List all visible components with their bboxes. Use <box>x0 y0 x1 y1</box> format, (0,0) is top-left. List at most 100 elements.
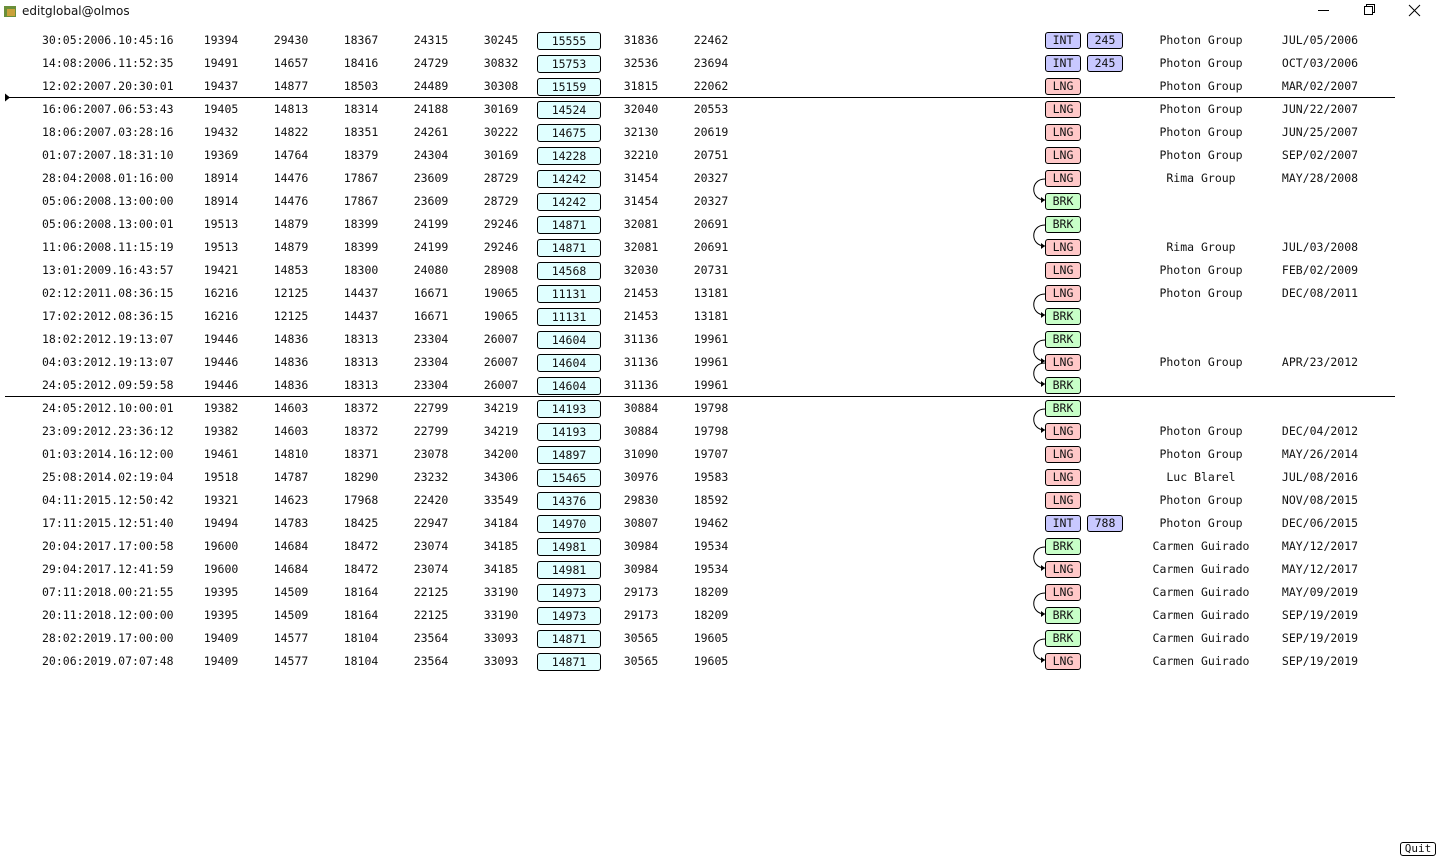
value-cell: 32030 <box>623 263 659 277</box>
value-cell: 19513 <box>203 217 239 231</box>
timestamp: 04:03:2012.19:13:07 <box>42 355 174 369</box>
value-cell: 19534 <box>693 562 729 576</box>
value-cell: 23609 <box>413 171 449 185</box>
value-cell: 30222 <box>483 125 519 139</box>
date: NOV/08/2015 <box>1281 493 1359 507</box>
value-cell: 19534 <box>693 539 729 553</box>
highlight-value: 14228 <box>537 147 601 165</box>
value-cell: 18300 <box>343 263 379 277</box>
value-cell: 14684 <box>273 539 309 553</box>
quit-button[interactable]: Quit <box>1400 842 1436 856</box>
close-button[interactable] <box>1408 4 1421 17</box>
group: Carmen Guirado <box>1152 654 1250 668</box>
value-cell: 21453 <box>623 286 659 300</box>
tag-number: 245 <box>1087 55 1123 72</box>
value-cell: 14684 <box>273 562 309 576</box>
group: Photon Group <box>1159 33 1243 47</box>
restore-button[interactable] <box>1364 4 1375 15</box>
value-cell: 18592 <box>693 493 729 507</box>
tag-connector <box>1033 408 1046 431</box>
value-cell: 19494 <box>203 516 239 530</box>
value-cell: 12125 <box>273 286 309 300</box>
value-cell: 30984 <box>623 562 659 576</box>
value-cell: 34200 <box>483 447 519 461</box>
value-cell: 18379 <box>343 148 379 162</box>
value-cell: 26007 <box>483 332 519 346</box>
timestamp: 28:04:2008.01:16:00 <box>42 171 174 185</box>
value-cell: 24261 <box>413 125 449 139</box>
value-cell: 18503 <box>343 79 379 93</box>
value-cell: 16671 <box>413 286 449 300</box>
value-cell: 22799 <box>413 424 449 438</box>
value-cell: 33190 <box>483 608 519 622</box>
timestamp: 13:01:2009.16:43:57 <box>42 263 174 277</box>
value-cell: 23078 <box>413 447 449 461</box>
group: Photon Group <box>1159 79 1243 93</box>
highlight-value: 14675 <box>537 124 601 142</box>
value-cell: 18209 <box>693 585 729 599</box>
date: FEB/02/2009 <box>1281 263 1359 277</box>
group: Rima Group <box>1166 171 1236 185</box>
timestamp: 24:05:2012.09:59:58 <box>42 378 174 392</box>
tag-lng: LNG <box>1045 423 1081 440</box>
value-cell: 19605 <box>693 654 729 668</box>
tag-lng: LNG <box>1045 584 1081 601</box>
highlight-value: 14242 <box>537 170 601 188</box>
highlight-value: 14973 <box>537 607 601 625</box>
value-cell: 20731 <box>693 263 729 277</box>
timestamp: 30:05:2006.10:45:16 <box>42 33 174 47</box>
value-cell: 14509 <box>273 585 309 599</box>
value-cell: 16216 <box>203 309 239 323</box>
tag-connector <box>1033 362 1046 385</box>
value-cell: 20327 <box>693 171 729 185</box>
date: APR/23/2012 <box>1281 355 1359 369</box>
value-cell: 19437 <box>203 79 239 93</box>
value-cell: 30807 <box>623 516 659 530</box>
timestamp: 20:06:2019.07:07:48 <box>42 654 174 668</box>
value-cell: 14437 <box>343 286 379 300</box>
timestamp: 16:06:2007.06:53:43 <box>42 102 174 116</box>
value-cell: 28908 <box>483 263 519 277</box>
timestamp: 18:06:2007.03:28:16 <box>42 125 174 139</box>
highlight-value: 14981 <box>537 538 601 556</box>
value-cell: 24188 <box>413 102 449 116</box>
highlight-value: 14973 <box>537 584 601 602</box>
value-cell: 14783 <box>273 516 309 530</box>
value-cell: 18399 <box>343 217 379 231</box>
value-cell: 14623 <box>273 493 309 507</box>
date: SEP/19/2019 <box>1281 608 1359 622</box>
value-cell: 14836 <box>273 355 309 369</box>
value-cell: 19513 <box>203 240 239 254</box>
value-cell: 30565 <box>623 654 659 668</box>
value-cell: 32210 <box>623 148 659 162</box>
value-cell: 32081 <box>623 240 659 254</box>
value-cell: 18367 <box>343 33 379 47</box>
value-cell: 18372 <box>343 424 379 438</box>
value-cell: 19446 <box>203 378 239 392</box>
date: JUL/08/2016 <box>1281 470 1359 484</box>
value-cell: 22125 <box>413 585 449 599</box>
value-cell: 24729 <box>413 56 449 70</box>
timestamp: 07:11:2018.00:21:55 <box>42 585 174 599</box>
value-cell: 16216 <box>203 286 239 300</box>
value-cell: 14577 <box>273 631 309 645</box>
group: Photon Group <box>1159 516 1243 530</box>
value-cell: 19382 <box>203 401 239 415</box>
tag-connector <box>1033 546 1046 569</box>
timestamp: 17:11:2015.12:51:40 <box>42 516 174 530</box>
value-cell: 30308 <box>483 79 519 93</box>
value-cell: 22947 <box>413 516 449 530</box>
timestamp: 04:11:2015.12:50:42 <box>42 493 174 507</box>
value-cell: 33093 <box>483 631 519 645</box>
value-cell: 30984 <box>623 539 659 553</box>
tag-number: 245 <box>1087 32 1123 49</box>
value-cell: 29430 <box>273 33 309 47</box>
value-cell: 32040 <box>623 102 659 116</box>
value-cell: 20553 <box>693 102 729 116</box>
value-cell: 14853 <box>273 263 309 277</box>
value-cell: 18313 <box>343 378 379 392</box>
value-cell: 19605 <box>693 631 729 645</box>
value-cell: 32536 <box>623 56 659 70</box>
value-cell: 18472 <box>343 562 379 576</box>
